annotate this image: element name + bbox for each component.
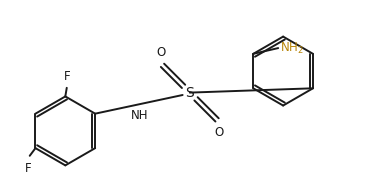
- Text: F: F: [63, 70, 70, 83]
- Text: F: F: [25, 162, 31, 176]
- Text: O: O: [214, 126, 223, 139]
- Text: NH: NH: [131, 109, 149, 122]
- Text: NH$_2$: NH$_2$: [280, 40, 304, 56]
- Text: O: O: [156, 46, 165, 59]
- Text: S: S: [185, 86, 194, 100]
